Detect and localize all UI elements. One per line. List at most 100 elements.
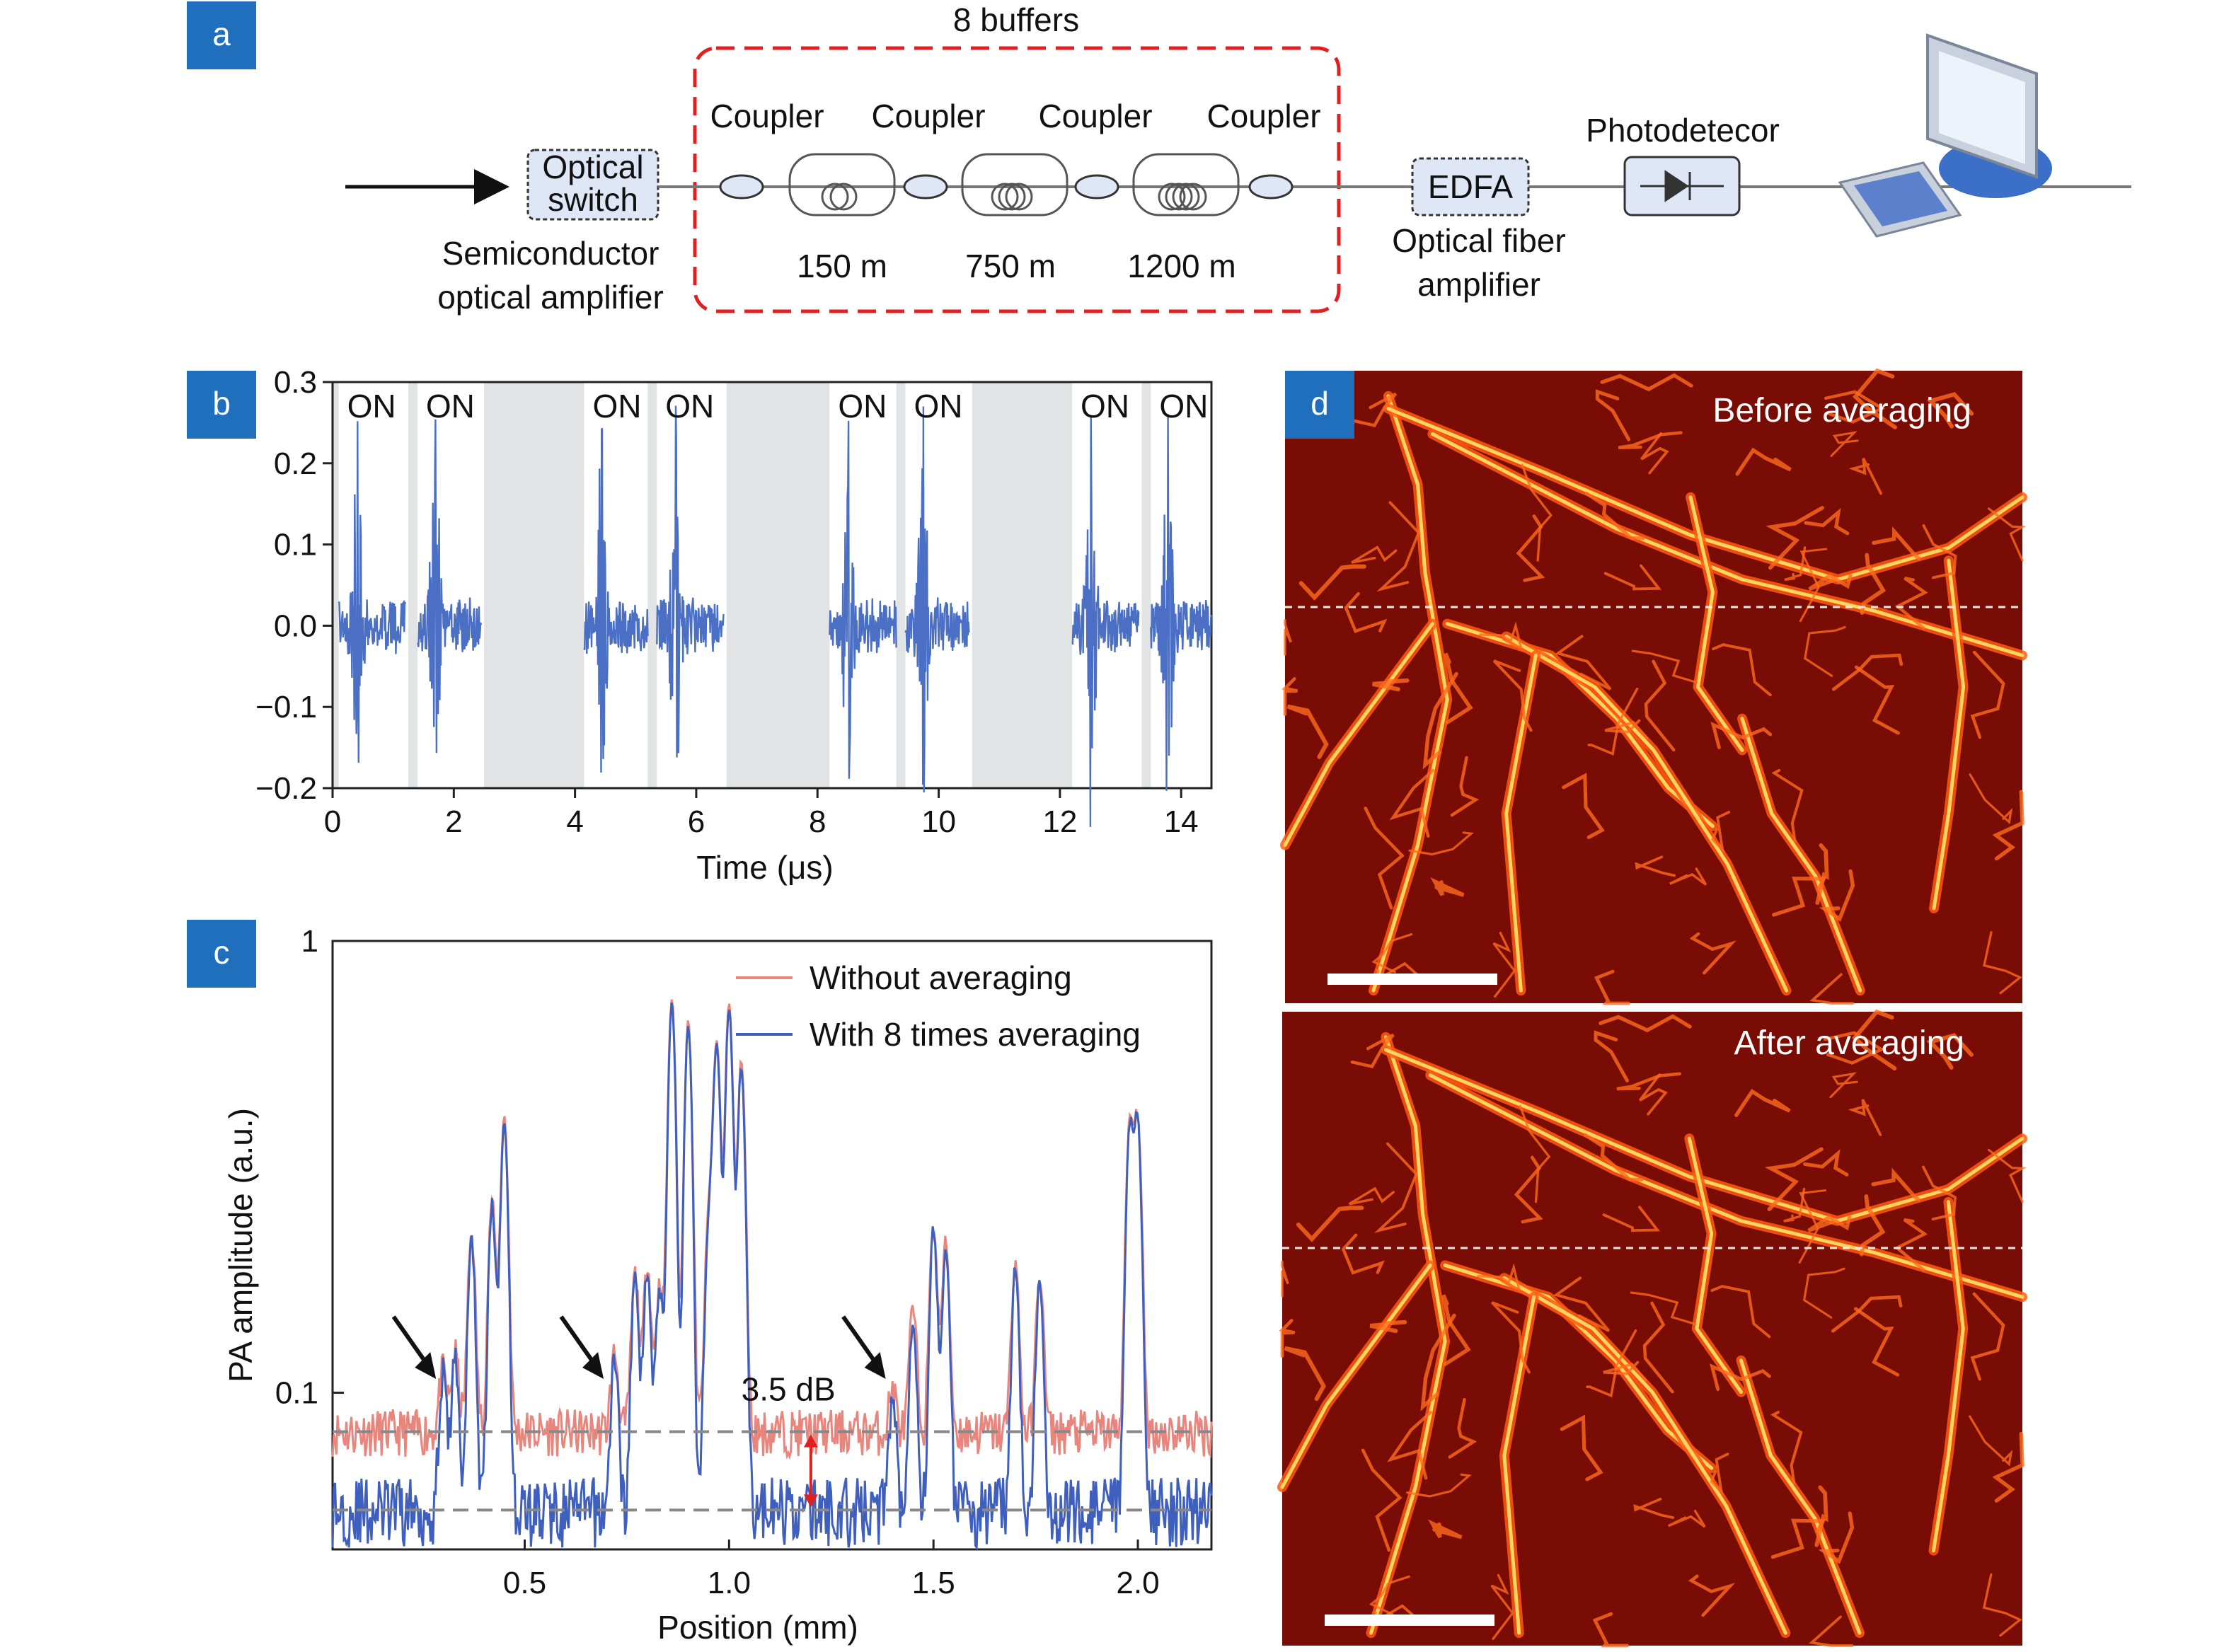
optical-switch-box <box>526 149 660 221</box>
vessel-branch <box>1970 650 2005 739</box>
vessel-branch <box>1871 1167 1921 1202</box>
vessel-branch <box>1872 526 1921 561</box>
series-without-averaging <box>331 999 1213 1460</box>
x-axis-label-b: Time (μs) <box>696 849 833 886</box>
scale-bar-before <box>1327 974 1497 985</box>
panel-b-tag <box>187 371 256 439</box>
series-with-averaging <box>331 1002 1213 1552</box>
coupler-icon <box>719 174 1294 200</box>
vessel-branch <box>1514 1155 1543 1224</box>
after-averaging-label: After averaging <box>1734 1024 1964 1062</box>
on-label-5: ON <box>914 388 962 424</box>
panel-b: b ON ON ON ON ON ON ON ON 0 2 4 6 8 10 12 14 −0.2 −0.1 0.0… <box>187 365 1213 886</box>
vessel-branch <box>1804 507 1850 536</box>
vessel-branch <box>1521 463 1553 562</box>
vessel-branch <box>1823 1031 1885 1065</box>
vessel-branch <box>1921 1165 1957 1221</box>
vessel-branch <box>1852 368 1898 429</box>
vessel-branch <box>1284 1346 1326 1402</box>
vessel-branch <box>1560 1414 1603 1481</box>
vessel-branch <box>1351 545 1398 564</box>
computer-icon <box>1838 33 2052 238</box>
vessel-branch <box>1372 678 1410 692</box>
vessel-branch <box>1408 831 1474 856</box>
y-tick-label-b-1: −0.1 <box>255 690 317 724</box>
vessel-branch <box>1969 1415 2013 1467</box>
vessel-branch <box>1852 1009 1897 1071</box>
vessel-branch <box>1599 1014 1692 1033</box>
optical-switch-line2: switch <box>548 181 638 218</box>
vessel-branch <box>1618 431 1683 449</box>
vessel-branch <box>1992 1431 2024 1503</box>
vessel-branch <box>1553 1276 1611 1332</box>
y-tick-label-c-1: 1 <box>301 924 318 959</box>
coupler-label-3: Coupler <box>1038 98 1152 134</box>
vessel-branch <box>1772 877 1827 917</box>
vessel-core <box>1371 394 1449 993</box>
vessel-branch <box>1586 1329 1637 1398</box>
photodiode-icon <box>1640 170 1724 202</box>
panel-a-tag-label: a <box>212 16 231 52</box>
vessel-core <box>1504 653 1538 993</box>
vessel-branch <box>1490 1573 1514 1641</box>
panel-d: d Before averaging After averaging <box>1277 368 2027 1648</box>
vessel-branch <box>1387 1411 1432 1480</box>
vessel-branch <box>1688 1574 1736 1617</box>
pointer-arrow-head-2 <box>864 1352 886 1380</box>
on-label-4: ON <box>838 388 887 424</box>
vessel-branch <box>1364 807 1405 910</box>
edfa-box <box>1411 157 1530 216</box>
vessel-branch <box>1854 665 1900 735</box>
vessel-branch <box>1987 1148 2027 1203</box>
vessel-branch <box>1894 1218 1928 1271</box>
vessel-branch <box>1982 1573 2022 1637</box>
photo-bg <box>1282 1012 2022 1646</box>
vessel-branch <box>1926 1033 1974 1070</box>
vessel-core <box>1932 1200 1965 1553</box>
y-axis-label-c: PA amplitude (a.u.) <box>222 1108 259 1382</box>
panel-c: c 3.5 dB Without averaging With 8 times av… <box>187 920 1213 1646</box>
db-arrow-head-up <box>803 1434 818 1448</box>
vessel-branch <box>1667 1509 1706 1528</box>
vessel-core <box>1428 1073 2024 1299</box>
photodetector-label: Photodetecor <box>1586 112 1780 149</box>
vessel-branch <box>1296 1206 1364 1242</box>
photo-before-averaging <box>1280 368 2027 1005</box>
vessel-branch <box>1848 1099 1882 1136</box>
vessel-branch <box>1807 1215 1852 1232</box>
x-tick-label-c-3: 2.0 <box>1116 1566 1159 1600</box>
vessel-branch <box>1969 773 2013 825</box>
vessel-branch <box>1281 677 1298 716</box>
signal-line <box>338 405 1213 827</box>
vessel-branch <box>1830 431 1859 457</box>
optical-switch-line1: Optical <box>542 149 643 185</box>
on-label-1: ON <box>426 388 475 424</box>
vessel-branch <box>1630 1291 1697 1326</box>
vessel-branch <box>1710 1452 1729 1496</box>
vessel-core <box>1932 558 1966 911</box>
vessel-branch <box>1734 1088 1791 1117</box>
vessel-branch <box>1592 1612 1629 1648</box>
vessel-branch <box>1430 877 1465 897</box>
y-tick-label-b-5: 0.3 <box>274 365 317 400</box>
annotation-3-5db: 3.5 dB <box>742 1371 836 1408</box>
delay-label-1: 150 m <box>797 248 887 284</box>
vessel-branch <box>1859 1194 1886 1257</box>
vessel-branch <box>1766 506 1824 570</box>
x-tick-label-b-5: 10 <box>921 804 956 839</box>
pointer-arrow-head-0 <box>415 1352 437 1380</box>
vessel-branch <box>1926 392 1974 429</box>
photo-bg <box>1285 371 2022 1003</box>
vessel-core <box>1502 1295 1536 1635</box>
vessel-branch <box>1492 659 1533 732</box>
vessel-branch <box>1600 373 1693 392</box>
vessel-branch <box>1970 1292 2005 1381</box>
vessel-branch <box>1594 1030 1630 1082</box>
panel-b-tag-label: b <box>212 385 231 422</box>
vessel-branch <box>1987 507 2027 562</box>
vessel-branch <box>1594 969 1630 1005</box>
vessel-branch <box>1803 1149 1849 1177</box>
vessel-branch <box>1371 932 1413 974</box>
vessel-core <box>1430 432 2024 657</box>
vessel-branch <box>1344 591 1388 633</box>
